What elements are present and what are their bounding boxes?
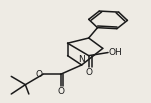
Text: N: N (78, 55, 85, 64)
Text: O: O (85, 68, 92, 77)
Text: OH: OH (109, 48, 123, 57)
Text: O: O (35, 70, 42, 79)
Text: O: O (57, 87, 64, 96)
